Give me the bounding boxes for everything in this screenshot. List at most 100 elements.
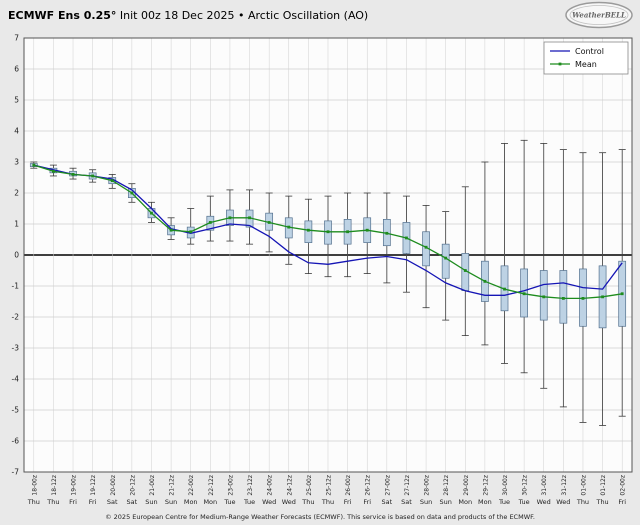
day-label: Thu xyxy=(595,498,608,506)
title-product: Init 00z 18 Dec 2025 • Arctic Oscillatio… xyxy=(116,9,369,22)
y-tick-label: -1 xyxy=(12,282,20,291)
day-label: Fri xyxy=(344,498,352,506)
x-axis-labels: 18-00z 18-12z 19-00z 19-12z 20-00z 20-12z 21-0… xyxy=(31,475,626,496)
day-label: Mon xyxy=(458,498,472,506)
x-tick-label: 31-00z xyxy=(541,475,548,496)
x-tick-label: 27-00z xyxy=(384,475,391,496)
day-label: Sat xyxy=(127,498,138,506)
x-tick-label: 30-12z xyxy=(522,475,529,496)
title-model-run: ECMWF Ens 0.25° xyxy=(8,9,117,22)
x-tick-label: 24-00z xyxy=(267,475,274,496)
day-label: Fri xyxy=(69,498,77,506)
control-line xyxy=(33,164,623,296)
legend-mean-label: Mean xyxy=(575,60,597,69)
x-tick-label: 26-12z xyxy=(365,475,372,496)
x-tick-label: 25-00z xyxy=(306,475,313,496)
y-tick-label: -4 xyxy=(12,375,20,384)
day-label: Tue xyxy=(223,498,235,506)
y-tick-label: -3 xyxy=(12,344,20,353)
x-tick-label: 20-12z xyxy=(129,475,136,496)
x-tick-label: 02-00z xyxy=(620,475,627,496)
day-label: Fri xyxy=(618,498,626,506)
x-tick-label: 24-12z xyxy=(286,475,293,496)
day-label: Sat xyxy=(107,498,118,506)
y-tick-label: 4 xyxy=(14,127,19,136)
y-tick-label: 2 xyxy=(14,189,19,198)
x-tick-label: 23-12z xyxy=(247,475,254,496)
page-title: ECMWF Ens 0.25° Init 00z 18 Dec 2025 • A… xyxy=(8,9,368,22)
mean-markers xyxy=(32,163,624,300)
legend-box xyxy=(543,41,629,75)
logo-outer-ring xyxy=(565,1,633,29)
day-label: Wed xyxy=(556,498,570,506)
x-tick-label: 27-12z xyxy=(404,475,411,496)
day-label: Fri xyxy=(363,498,371,506)
x-tick-label: 29-00z xyxy=(463,475,470,496)
y-tick-label: 6 xyxy=(14,65,19,74)
x-tick-label: 21-00z xyxy=(149,475,156,496)
x-tick-label: 01-00z xyxy=(580,475,587,496)
y-tick-label: -2 xyxy=(12,313,20,322)
x-tick-label: 18-00z xyxy=(31,475,38,496)
ensemble-box xyxy=(559,270,568,324)
ao-ensemble-chart: -7 -6 -5 -4 -3 -2 -1 0 1 2 3 4 5 6 7 18-00z 18-12z 19-00z… xyxy=(12,34,633,506)
x-tick-label: 19-00z xyxy=(71,475,78,496)
x-tick-label: 26-00z xyxy=(345,475,352,496)
ensemble-box xyxy=(539,270,548,321)
day-label: Mon xyxy=(478,498,492,506)
day-label: Wed xyxy=(262,498,276,506)
x-tick-label: 29-12z xyxy=(482,475,489,496)
day-label: Fri xyxy=(89,498,97,506)
plot-border xyxy=(23,37,633,473)
day-label: Wed xyxy=(282,498,296,506)
day-labels: Thu Thu Fri Fri Sat Sat Sun Sun Mon Mon Tue Tue Wed W… xyxy=(27,498,627,506)
day-label: Tue xyxy=(518,498,530,506)
day-label: Wed xyxy=(537,498,551,506)
y-tick-label: 7 xyxy=(14,34,19,43)
logo-text: WeatherBELL xyxy=(572,11,626,20)
x-tick-label: 01-12z xyxy=(600,475,607,496)
day-label: Thu xyxy=(321,498,334,506)
day-label: Sat xyxy=(382,498,393,506)
y-tick-label: -7 xyxy=(12,468,20,477)
x-tick-label: 25-12z xyxy=(326,475,333,496)
x-tick-label: 23-00z xyxy=(227,475,234,496)
day-label: Sun xyxy=(145,498,157,506)
day-label: Mon xyxy=(184,498,198,506)
y-axis-labels: -7 -6 -5 -4 -3 -2 -1 0 1 2 3 4 5 6 7 xyxy=(12,34,20,477)
day-label: Tue xyxy=(498,498,510,506)
legend-control-label: Control xyxy=(575,47,604,56)
x-tick-label: 21-12z xyxy=(169,475,176,496)
x-tick-label: 30-00z xyxy=(502,475,509,496)
weatherbell-logo: WeatherBELL xyxy=(565,1,633,29)
x-tick-label: 19-12z xyxy=(90,475,97,496)
ensemble-box xyxy=(304,220,313,243)
x-tick-label: 20-00z xyxy=(110,475,117,496)
day-label: Thu xyxy=(46,498,59,506)
y-tick-label: 5 xyxy=(14,96,19,105)
x-tick-label: 22-00z xyxy=(188,475,195,496)
day-label: Sat xyxy=(401,498,412,506)
y-tick-label: -6 xyxy=(12,437,20,446)
day-label: Sun xyxy=(420,498,432,506)
x-tick-label: 22-12z xyxy=(208,475,215,496)
day-label: Thu xyxy=(301,498,314,506)
day-label: Sun xyxy=(165,498,177,506)
y-tick-label: 3 xyxy=(14,158,19,167)
y-tick-label: -5 xyxy=(12,406,20,415)
day-label: Tue xyxy=(243,498,255,506)
x-tick-label: 18-12z xyxy=(51,475,58,496)
day-label: Mon xyxy=(203,498,217,506)
x-tick-label: 28-12z xyxy=(443,475,450,496)
y-tick-label: 1 xyxy=(14,220,19,229)
x-tick-label: 31-12z xyxy=(561,475,568,496)
day-label: Thu xyxy=(27,498,40,506)
header: ECMWF Ens 0.25° Init 00z 18 Dec 2025 • A… xyxy=(0,0,640,30)
day-label: Sun xyxy=(439,498,451,506)
footer-copyright: © 2025 European Centre for Medium-Range … xyxy=(105,513,535,521)
y-tick-label: 0 xyxy=(14,251,19,260)
logo-inner-ring xyxy=(569,5,629,25)
legend: Control Mean xyxy=(543,41,629,75)
day-label: Thu xyxy=(576,498,589,506)
x-tick-label: 28-00z xyxy=(424,475,431,496)
